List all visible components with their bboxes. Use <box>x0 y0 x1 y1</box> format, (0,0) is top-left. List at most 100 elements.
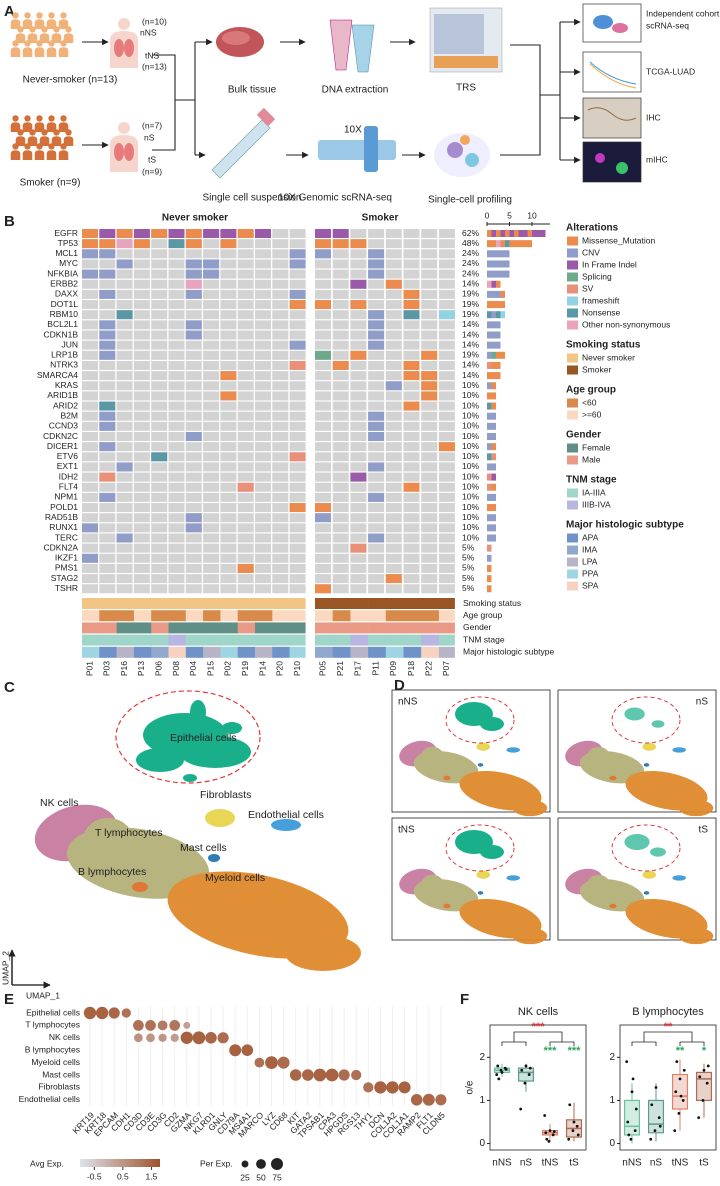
panel-label: B <box>4 213 15 230</box>
empty-cell <box>403 320 420 330</box>
annotation-cell <box>289 622 306 634</box>
empty-cell <box>403 279 420 289</box>
empty-cell <box>255 371 271 381</box>
highlight-ellipse <box>445 824 515 872</box>
empty-cell <box>438 249 455 259</box>
empty-cell <box>151 371 168 381</box>
empty-cell <box>368 381 385 391</box>
empty-cell <box>151 320 168 330</box>
empty-cell <box>332 513 349 523</box>
significance-bracket <box>631 1031 705 1046</box>
alteration-bar <box>500 270 505 278</box>
empty-cell <box>133 584 150 594</box>
plot-frame <box>489 1024 587 1151</box>
data-point <box>551 1133 555 1137</box>
empty-cell <box>99 523 116 533</box>
data-point <box>552 1130 556 1133</box>
gene-label: IDH2 <box>59 471 79 481</box>
empty-cell <box>332 442 349 452</box>
alteration-cell <box>185 229 202 238</box>
annotation-cell <box>421 634 440 646</box>
empty-cell <box>116 279 133 289</box>
expression-dot <box>158 1033 167 1042</box>
row-label: Fibroblasts <box>38 1082 80 1092</box>
gene-label: NTRK3 <box>50 360 78 370</box>
cluster-label: B lymphocytes <box>78 866 146 878</box>
empty-cell <box>255 533 271 543</box>
empty-cell <box>421 310 438 320</box>
empty-cell <box>220 513 237 523</box>
empty-cell <box>289 563 306 573</box>
empty-cell <box>220 503 237 513</box>
row-label: T lymphocytes <box>25 1020 80 1030</box>
empty-cell <box>289 411 306 421</box>
expression-dot <box>217 1032 229 1044</box>
x-tick-label: nNS <box>492 1158 512 1169</box>
empty-cell <box>116 472 133 482</box>
alteration-bar <box>487 341 492 349</box>
empty-cell <box>203 563 220 573</box>
legend-swatch <box>567 569 578 579</box>
empty-cell <box>421 584 438 594</box>
empty-cell <box>203 360 220 370</box>
person-icon <box>22 115 33 132</box>
empty-cell <box>272 371 289 381</box>
data-point <box>575 1124 579 1128</box>
empty-cell <box>315 259 331 269</box>
empty-cell <box>438 360 455 370</box>
empty-cell <box>403 411 420 421</box>
empty-cell <box>315 482 331 492</box>
empty-cell <box>421 543 438 553</box>
alteration-bar <box>491 270 496 278</box>
empty-cell <box>385 350 402 360</box>
y-tick-label: 1 <box>479 1095 485 1106</box>
size-key <box>241 1160 249 1168</box>
alteration-cell <box>368 462 385 472</box>
empty-cell <box>421 320 438 330</box>
empty-cell <box>133 330 150 340</box>
empty-cell <box>133 533 150 543</box>
empty-cell <box>116 350 133 360</box>
empty-cell <box>82 259 98 269</box>
gene-label: JUN <box>61 339 78 349</box>
empty-cell <box>272 492 289 502</box>
empty-cell <box>133 543 150 553</box>
empty-cell <box>289 482 306 492</box>
annotation-cell <box>272 610 291 622</box>
empty-cell <box>237 259 254 269</box>
empty-cell <box>185 371 202 381</box>
empty-cell <box>116 300 133 310</box>
alteration-cell <box>385 279 402 289</box>
empty-cell <box>151 259 168 269</box>
empty-cell <box>82 360 98 370</box>
empty-cell <box>220 574 237 584</box>
annotation-cell <box>168 634 187 646</box>
empty-cell <box>350 421 367 431</box>
data-point <box>677 1111 681 1115</box>
empty-cell <box>315 472 331 482</box>
annotation-cell <box>385 646 404 658</box>
empty-cell <box>315 543 331 553</box>
empty-cell <box>385 543 402 553</box>
empty-cell <box>332 259 349 269</box>
empty-cell <box>289 472 306 482</box>
annotation-cell <box>151 598 170 609</box>
empty-cell <box>82 279 98 289</box>
empty-cell <box>385 259 402 269</box>
alteration-cell <box>289 289 306 299</box>
empty-cell <box>185 492 202 502</box>
data-point <box>629 1137 633 1141</box>
legend-swatch <box>567 557 578 567</box>
empty-cell <box>332 371 349 381</box>
empty-cell <box>385 452 402 462</box>
chart-title: NK cells <box>518 1006 559 1018</box>
empty-cell <box>403 340 420 350</box>
alteration-bar <box>496 250 501 258</box>
alteration-cell <box>203 229 220 238</box>
annotation-cell <box>168 598 187 609</box>
epithelial-cluster <box>480 717 504 731</box>
empty-cell <box>272 360 289 370</box>
alteration-cell <box>116 259 133 269</box>
empty-cell <box>151 421 168 431</box>
empty-cell <box>133 289 150 299</box>
